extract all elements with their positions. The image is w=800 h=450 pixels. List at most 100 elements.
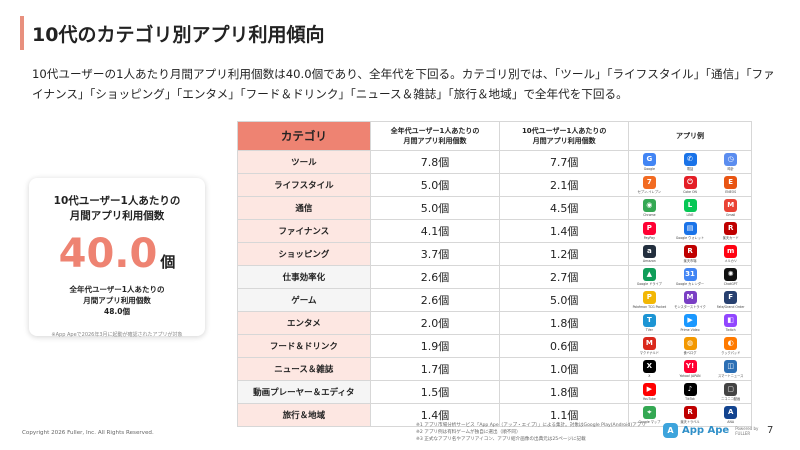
app-icon: G (642, 153, 656, 166)
title-accent-bar (20, 16, 24, 50)
app-ape-icon: A (663, 423, 678, 438)
footnote-1: ※1 アプリ市場分析サービス「App Ape（アップ・エイプ）」による集計。対象… (416, 423, 646, 428)
app-icon: M (642, 337, 656, 350)
teen-value: 1.4個 (499, 219, 630, 243)
app-icon: Y! (683, 360, 697, 373)
app-examples-cell: ▶ YouTube ♪ TikTok ▢ ニコニコ動画 (628, 380, 752, 404)
app-name: TikTok (685, 397, 695, 401)
teen-value: 0.6個 (499, 334, 630, 358)
app-example: 31 Google カレンダー (673, 268, 707, 286)
header-app-examples: アプリ例 (628, 121, 752, 151)
app-name: スマートニュース (718, 374, 744, 378)
all-ages-value: 1.9個 (369, 334, 501, 358)
teen-value: 5.0個 (499, 288, 630, 312)
app-icon: ◷ (724, 153, 738, 166)
table-row: ライフスタイル 5.0個 2.1個 7 セブン-イレブン ⏻ Coke ON E ENEOS (237, 173, 752, 197)
app-name: マクドナルド (639, 351, 659, 355)
category-cell: ニュース＆雑誌 (237, 357, 371, 381)
table-row: ファイナンス 4.1個 1.4個 P PayPay ▤ Google ウォレット R 楽天カード (237, 219, 752, 243)
app-example: A ANA (714, 406, 748, 424)
app-icon: R (683, 406, 697, 419)
teen-value: 1.2個 (499, 242, 630, 266)
app-ape-logo: A App Ape Powered by FULLER (663, 423, 758, 438)
table-row: ニュース＆雑誌 1.7個 1.0個 X X Y! Yahoo! JAPAN ◫ スマートニュース (237, 357, 752, 381)
app-example: M マクドナルド (632, 337, 666, 355)
summary-heading-line2: 月間アプリ利用個数 (69, 210, 165, 222)
app-example: 7 セブン-イレブン (632, 176, 666, 194)
all-ages-value: 7.8個 (369, 150, 501, 174)
app-name: Fate/Grand Order (716, 305, 745, 309)
footnote-2: ※2 アプリ例は有料ゲームが独自に選出（順不同） (416, 430, 521, 435)
app-name: 楽天市場 (683, 259, 697, 263)
app-name: Google ウォレット (675, 236, 705, 240)
app-name: Pokémon TCG Pocket (632, 305, 667, 309)
teen-value: 1.8個 (499, 311, 630, 335)
header-all-line2: 月間アプリ利用個数 (403, 137, 467, 145)
app-example: E ENEOS (714, 176, 748, 194)
all-ages-value: 2.6個 (369, 265, 501, 289)
app-name: Gmail (726, 213, 736, 217)
footnotes: ※1 アプリ市場分析サービス「App Ape（アップ・エイプ）」による集計。対象… (416, 422, 646, 443)
category-cell: ゲーム (237, 288, 371, 312)
category-cell: フード＆ドリンク (237, 334, 371, 358)
app-name: Google カレンダー (675, 282, 705, 286)
app-example: ◉ Chrome (632, 199, 666, 217)
teen-value: 1.1個 (499, 403, 630, 427)
app-example: ▤ Google ウォレット (673, 222, 707, 240)
app-examples-cell: a Amazon R 楽天市場 m メルカリ (628, 242, 752, 266)
table-row: フード＆ドリンク 1.9個 0.6個 M マクドナルド ◍ 食べログ ◐ クックパッド (237, 334, 752, 358)
app-examples-cell: ◉ Chrome L LINE M Gmail (628, 196, 752, 220)
category-cell: ライフスタイル (237, 173, 371, 197)
app-name: PayPay (643, 236, 655, 240)
table-row: 仕事効率化 2.6個 2.7個 ▲ Google ドライブ 31 Google カレンダー ✺… (237, 265, 752, 289)
app-examples-cell: T TVer ▶ Prime Video ◧ Twitch (628, 311, 752, 335)
summary-card: 10代ユーザー1人あたりの 月間アプリ利用個数 40.0 個 全年代ユーザー1人あ… (29, 178, 205, 338)
app-example: ◧ Twitch (714, 314, 748, 332)
app-example: m メルカリ (714, 245, 748, 263)
app-examples-cell: ⌖ Google マップ R 楽天トラベル A ANA (628, 403, 752, 427)
app-example: G Google (632, 153, 666, 171)
app-name: Yahoo! JAPAN (679, 374, 701, 378)
app-name: Amazon (642, 259, 656, 263)
summary-value: 40.0 (58, 231, 158, 277)
app-icon: ◐ (724, 337, 738, 350)
app-name: セブン-イレブン (637, 190, 662, 194)
app-name: Prime Video (680, 328, 700, 332)
header-all-line1: 全年代ユーザー1人あたりの (390, 127, 480, 135)
all-ages-value: 3.7個 (369, 242, 501, 266)
app-example: Y! Yahoo! JAPAN (673, 360, 707, 378)
category-cell: ツール (237, 150, 371, 174)
app-name: ENEOS (725, 190, 737, 194)
app-icon: ◍ (683, 337, 697, 350)
app-example: R 楽天トラベル (673, 406, 707, 424)
all-ages-value: 1.7個 (369, 357, 501, 381)
app-example: M モンスターストライク (673, 291, 707, 309)
category-cell: ショッピング (237, 242, 371, 266)
comparison-line2: 月間アプリ利用個数 (83, 296, 151, 305)
header-teen-line2: 月間アプリ利用個数 (532, 137, 596, 145)
app-example: ✺ ChatGPT (714, 268, 748, 286)
teen-value: 7.7個 (499, 150, 630, 174)
footnote-3: ※3 正式なアプリ名やアプリアイコン、アプリ紹介画像の出典元は25ページに記載 (416, 437, 586, 442)
app-examples-cell: 7 セブン-イレブン ⏻ Coke ON E ENEOS (628, 173, 752, 197)
app-examples-cell: X X Y! Yahoo! JAPAN ◫ スマートニュース (628, 357, 752, 381)
app-name: LINE (686, 213, 694, 217)
app-example: F Fate/Grand Order (714, 291, 748, 309)
app-icon: ▤ (683, 222, 697, 235)
app-example: ▶ Prime Video (673, 314, 707, 332)
app-icon: ◧ (724, 314, 738, 327)
app-icon: ⌖ (642, 406, 656, 419)
app-icon: X (642, 360, 656, 373)
app-example: ⌖ Google マップ (632, 406, 666, 424)
app-name: クックパッド (721, 351, 741, 355)
app-name: ANA (727, 420, 735, 424)
app-example: M Gmail (714, 199, 748, 217)
app-example: ◫ スマートニュース (714, 360, 748, 378)
all-ages-value: 1.4個 (369, 403, 501, 427)
category-cell: 仕事効率化 (237, 265, 371, 289)
table-row: 旅行＆地域 1.4個 1.1個 ⌖ Google マップ R 楽天トラベル A ANA (237, 403, 752, 427)
app-example: ▲ Google ドライブ (632, 268, 666, 286)
app-name: Twitch (725, 328, 736, 332)
app-icon: ✺ (724, 268, 738, 281)
